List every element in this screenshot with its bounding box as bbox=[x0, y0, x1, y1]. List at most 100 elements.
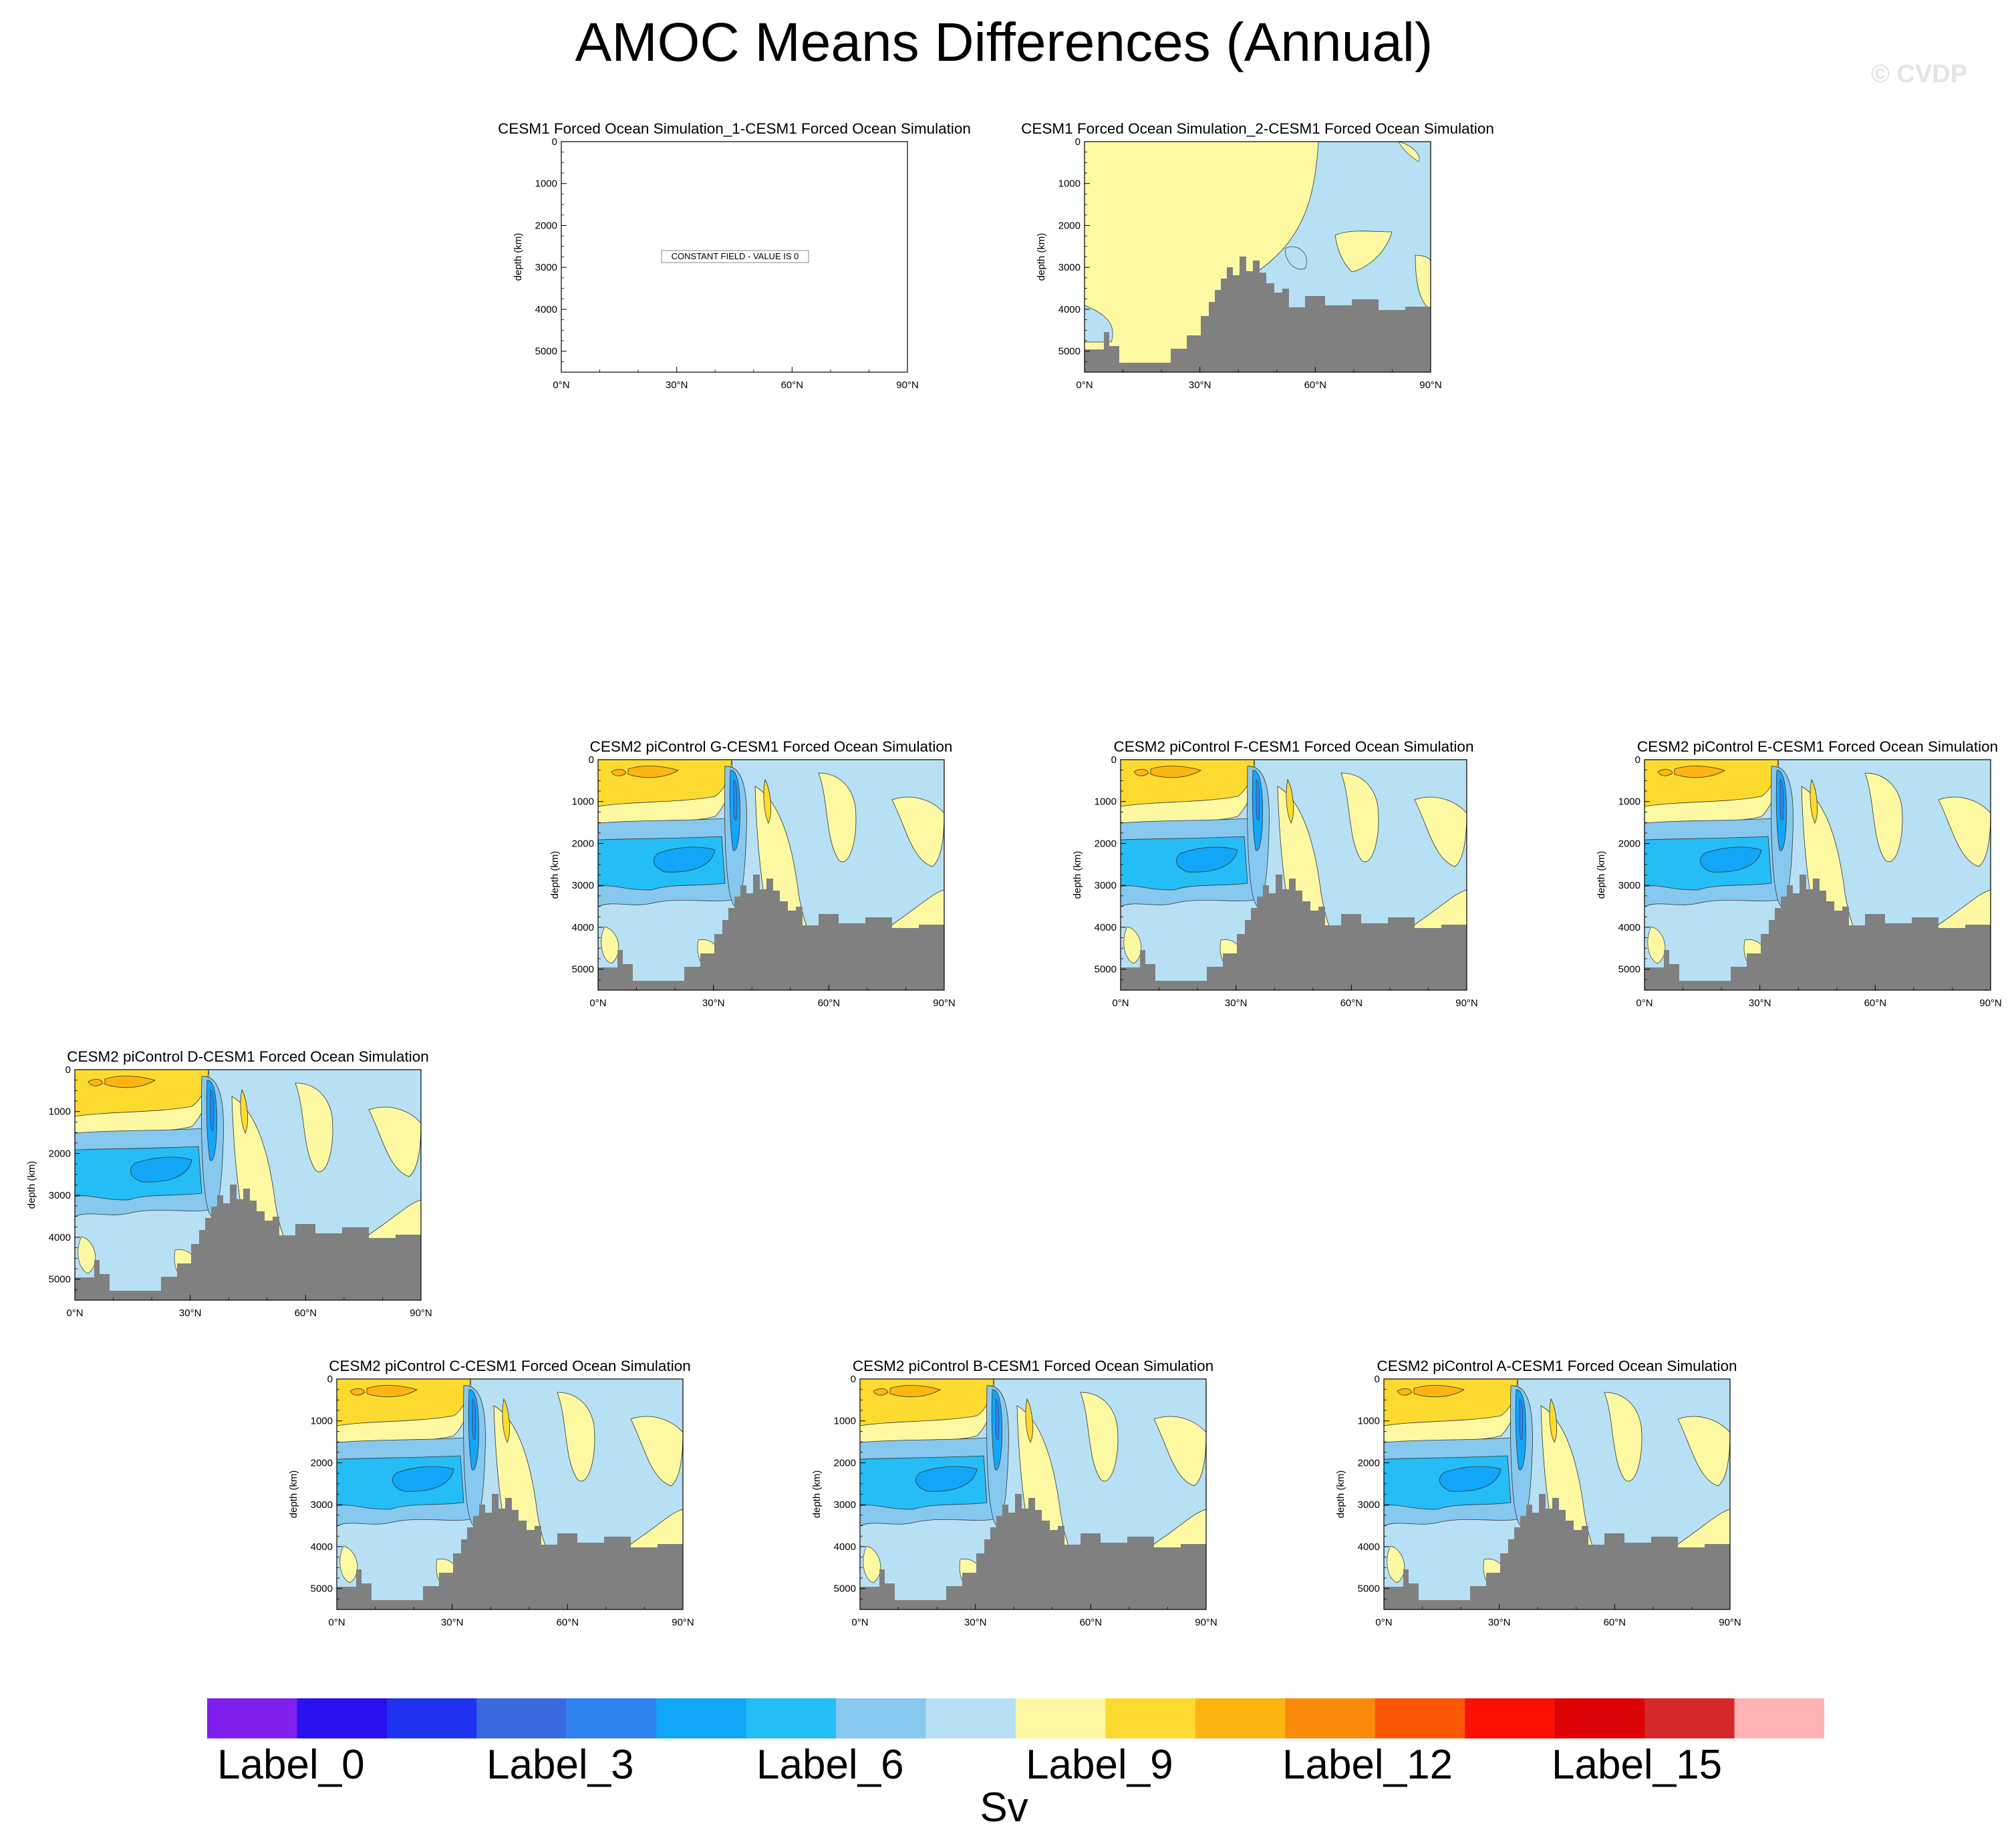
plot-area bbox=[1383, 1378, 1731, 1610]
panel-title: CESM2 piControl G-CESM1 Forced Ocean Sim… bbox=[590, 738, 953, 755]
y-tick-label: 2000 bbox=[1058, 220, 1081, 231]
colorbar-label-12: Label_12 bbox=[1282, 1742, 1453, 1788]
colorbar-swatch-17 bbox=[1734, 1698, 1825, 1738]
y-tick-label: 1000 bbox=[572, 796, 594, 808]
y-tick-label: 0 bbox=[1075, 136, 1081, 148]
colorbar-swatch-8 bbox=[925, 1698, 1016, 1738]
y-tick-label: 5000 bbox=[535, 346, 557, 357]
y-tick-label: 2000 bbox=[1095, 838, 1117, 849]
x-tick-label: 30°N bbox=[1749, 997, 1771, 1009]
panel-svg-8: CESM2 piControl A-CESM1 Forced Ocean Sim… bbox=[1335, 1358, 1741, 1628]
x-tick-label: 90°N bbox=[410, 1307, 432, 1319]
y-axis-label: depth (km) bbox=[26, 1161, 37, 1209]
y-tick-label: 5000 bbox=[1358, 1583, 1380, 1595]
y-tick-label: 0 bbox=[851, 1374, 856, 1385]
y-tick-label: 2000 bbox=[535, 220, 557, 231]
y-axis-label: depth (km) bbox=[288, 1471, 299, 1519]
panel-svg-0: CESM1 Forced Ocean Simulation_1-CESM1 Fo… bbox=[498, 120, 971, 391]
y-tick-label: 5000 bbox=[311, 1583, 333, 1595]
x-tick-label: 0°N bbox=[1112, 997, 1129, 1009]
y-axis-label: depth (km) bbox=[549, 851, 561, 899]
panel-svg-4: CESM2 piControl E-CESM1 Forced Ocean Sim… bbox=[1596, 738, 2002, 1009]
panel-8: CESM2 piControl A-CESM1 Forced Ocean Sim… bbox=[1320, 1355, 1748, 1628]
y-tick-label: 3000 bbox=[834, 1499, 856, 1511]
x-tick-label: 30°N bbox=[666, 379, 688, 391]
plot-area bbox=[336, 1378, 684, 1610]
plot-area bbox=[1644, 759, 1991, 991]
y-tick-label: 2000 bbox=[834, 1457, 856, 1469]
panel-svg-1: CESM1 Forced Ocean Simulation_2-CESM1 Fo… bbox=[1021, 120, 1494, 391]
y-tick-label: 0 bbox=[1111, 754, 1117, 766]
colorbar-swatch-11 bbox=[1195, 1698, 1286, 1738]
colorbar-swatch-10 bbox=[1105, 1698, 1196, 1738]
y-tick-label: 5000 bbox=[572, 964, 594, 975]
panel-title: CESM2 piControl E-CESM1 Forced Ocean Sim… bbox=[1637, 738, 1998, 755]
y-tick-label: 2000 bbox=[49, 1148, 71, 1159]
panel-title: CESM2 piControl A-CESM1 Forced Ocean Sim… bbox=[1377, 1358, 1737, 1374]
y-tick-label: 0 bbox=[1375, 1374, 1380, 1385]
plot-area bbox=[1084, 141, 1431, 373]
colorbar-swatch-4 bbox=[566, 1698, 657, 1738]
panel-5: CESM2 piControl D-CESM1 Forced Ocean Sim… bbox=[11, 1046, 439, 1319]
x-tick-label: 0°N bbox=[1076, 379, 1093, 391]
plot-area bbox=[1120, 759, 1467, 991]
x-tick-label: 60°N bbox=[1340, 997, 1363, 1009]
colorbar-swatch-1 bbox=[297, 1698, 388, 1738]
colorbar-label-9: Label_9 bbox=[1026, 1742, 1173, 1788]
panel-svg-6: CESM2 piControl C-CESM1 Forced Ocean Sim… bbox=[288, 1358, 694, 1628]
y-tick-label: 4000 bbox=[572, 922, 594, 933]
x-tick-label: 30°N bbox=[1488, 1617, 1511, 1628]
x-tick-label: 0°N bbox=[589, 997, 606, 1009]
y-tick-label: 1000 bbox=[834, 1416, 856, 1427]
y-tick-label: 0 bbox=[552, 136, 557, 148]
panel-7: CESM2 piControl B-CESM1 Forced Ocean Sim… bbox=[797, 1355, 1224, 1628]
panel-title: CESM1 Forced Ocean Simulation_2-CESM1 Fo… bbox=[1021, 120, 1494, 137]
colorbar-svg bbox=[207, 1698, 1825, 1738]
panel-title: CESM2 piControl F-CESM1 Forced Ocean Sim… bbox=[1114, 738, 1474, 755]
x-tick-label: 0°N bbox=[1375, 1617, 1392, 1628]
y-tick-label: 3000 bbox=[49, 1190, 71, 1201]
x-tick-label: 30°N bbox=[441, 1617, 464, 1628]
colorbar-swatch-14 bbox=[1465, 1698, 1556, 1738]
panel-svg-5: CESM2 piControl D-CESM1 Forced Ocean Sim… bbox=[26, 1048, 432, 1319]
colorbar-swatch-15 bbox=[1554, 1698, 1645, 1738]
panel-0: CESM1 Forced Ocean Simulation_1-CESM1 Fo… bbox=[498, 118, 971, 391]
x-tick-label: 0°N bbox=[553, 379, 569, 391]
colorbar-label-0: Label_0 bbox=[217, 1742, 365, 1788]
y-tick-label: 1000 bbox=[49, 1106, 71, 1118]
panel-title: CESM2 piControl D-CESM1 Forced Ocean Sim… bbox=[67, 1048, 428, 1065]
y-tick-label: 5000 bbox=[1095, 964, 1117, 975]
y-tick-label: 2000 bbox=[1358, 1457, 1380, 1469]
colorbar-swatch-16 bbox=[1644, 1698, 1735, 1738]
y-tick-label: 3000 bbox=[1358, 1499, 1380, 1511]
plot-area: CONSTANT FIELD - VALUE IS 0 bbox=[561, 142, 907, 372]
colorbar-swatch-2 bbox=[386, 1698, 477, 1738]
plot-area bbox=[859, 1378, 1207, 1610]
y-tick-label: 4000 bbox=[834, 1541, 856, 1553]
x-tick-label: 30°N bbox=[702, 997, 725, 1009]
y-tick-label: 5000 bbox=[834, 1583, 856, 1595]
panel-title: CESM1 Forced Ocean Simulation_1-CESM1 Fo… bbox=[498, 120, 971, 137]
x-tick-label: 60°N bbox=[1604, 1617, 1626, 1628]
y-tick-label: 3000 bbox=[1618, 880, 1640, 891]
y-tick-label: 4000 bbox=[1095, 922, 1117, 933]
panel-svg-7: CESM2 piControl B-CESM1 Forced Ocean Sim… bbox=[811, 1358, 1217, 1628]
y-tick-label: 0 bbox=[1635, 754, 1640, 766]
x-tick-label: 60°N bbox=[1304, 379, 1327, 391]
y-tick-label: 5000 bbox=[49, 1274, 71, 1285]
y-tick-label: 1000 bbox=[311, 1416, 333, 1427]
y-axis-label: depth (km) bbox=[1072, 851, 1083, 899]
x-tick-label: 90°N bbox=[1979, 997, 2002, 1009]
plot-area bbox=[597, 759, 945, 991]
x-tick-label: 60°N bbox=[818, 997, 841, 1009]
x-tick-label: 30°N bbox=[1189, 379, 1211, 391]
y-tick-label: 1000 bbox=[535, 178, 557, 190]
colorbar-swatch-13 bbox=[1375, 1698, 1465, 1738]
panel-svg-3: CESM2 piControl F-CESM1 Forced Ocean Sim… bbox=[1072, 738, 1478, 1009]
colorbar-swatch-3 bbox=[476, 1698, 567, 1738]
y-tick-label: 4000 bbox=[1618, 922, 1640, 933]
x-tick-label: 60°N bbox=[1080, 1617, 1103, 1628]
y-tick-label: 2000 bbox=[572, 838, 594, 849]
x-tick-label: 30°N bbox=[179, 1307, 202, 1319]
colorbar-label-6: Label_6 bbox=[756, 1742, 904, 1788]
